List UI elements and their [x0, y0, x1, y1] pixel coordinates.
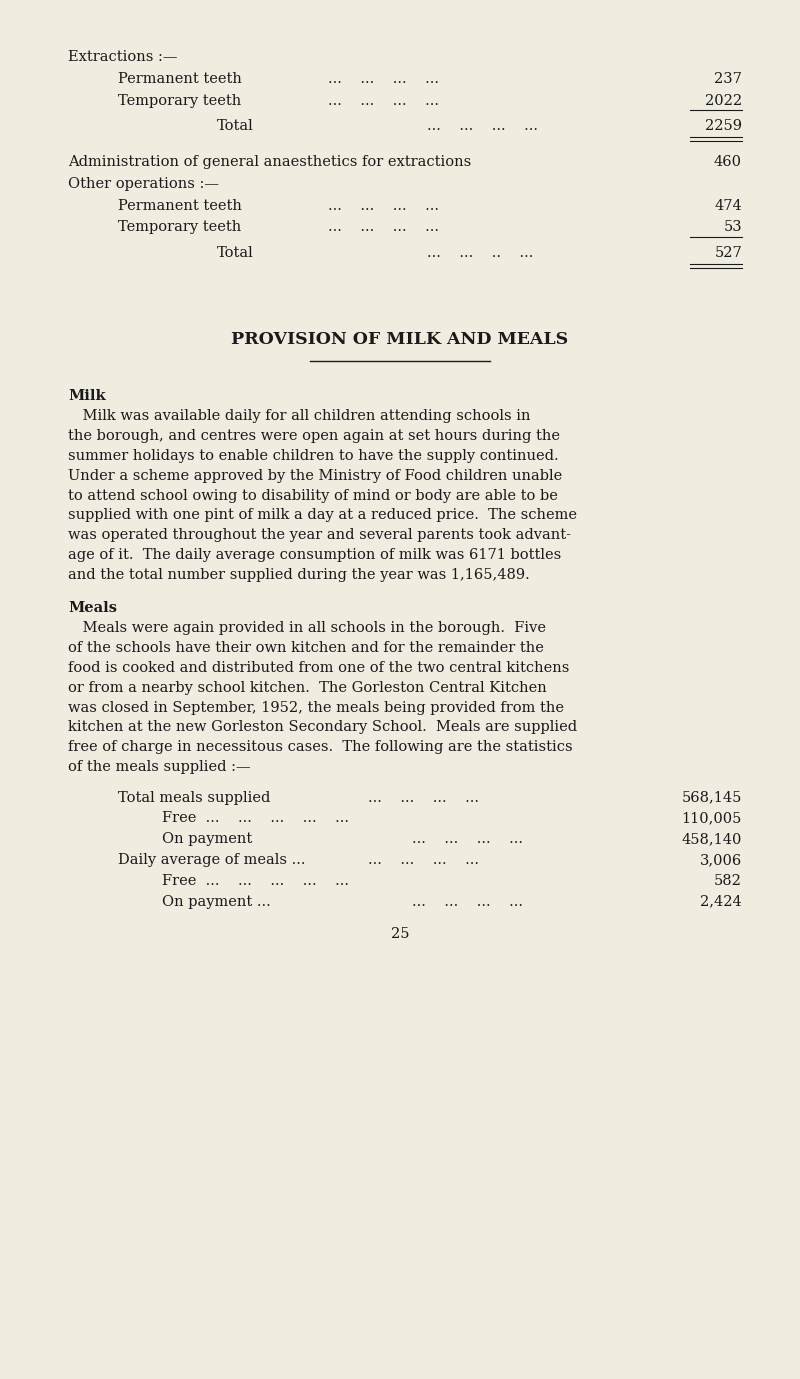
- Text: ...    ...    ..    ...: ... ... .. ...: [427, 245, 534, 261]
- Text: On payment ...: On payment ...: [162, 895, 270, 909]
- Text: Permanent teeth: Permanent teeth: [118, 72, 242, 85]
- Text: 474: 474: [714, 199, 742, 212]
- Text: summer holidays to enable children to have the supply continued.: summer holidays to enable children to ha…: [68, 450, 558, 463]
- Text: 2,424: 2,424: [700, 895, 742, 909]
- Text: 2259: 2259: [705, 120, 742, 134]
- Text: 2022: 2022: [705, 94, 742, 108]
- Text: Total: Total: [217, 120, 254, 134]
- Text: Free  ...    ...    ...    ...    ...: Free ... ... ... ... ...: [162, 811, 349, 826]
- Text: 25: 25: [390, 927, 410, 942]
- Text: 582: 582: [714, 874, 742, 888]
- Text: Permanent teeth: Permanent teeth: [118, 199, 242, 212]
- Text: Daily average of meals ...: Daily average of meals ...: [118, 854, 306, 867]
- Text: Under a scheme approved by the Ministry of Food children unable: Under a scheme approved by the Ministry …: [68, 469, 562, 483]
- Text: the borough, and centres were open again at set hours during the: the borough, and centres were open again…: [68, 429, 560, 443]
- Text: and the total number supplied during the year was 1,165,489.: and the total number supplied during the…: [68, 568, 530, 582]
- Text: 3,006: 3,006: [700, 854, 742, 867]
- Text: 568,145: 568,145: [682, 790, 742, 804]
- Text: was operated throughout the year and several parents took advant-: was operated throughout the year and sev…: [68, 528, 571, 542]
- Text: 237: 237: [714, 72, 742, 85]
- Text: Meals were again provided in all schools in the borough.  Five: Meals were again provided in all schools…: [68, 622, 546, 636]
- Text: Temporary teeth: Temporary teeth: [118, 94, 242, 108]
- Text: was closed in September, 1952, the meals being provided from the: was closed in September, 1952, the meals…: [68, 701, 564, 714]
- Text: PROVISION OF MILK AND MEALS: PROVISION OF MILK AND MEALS: [231, 331, 569, 349]
- Text: On payment: On payment: [162, 832, 252, 847]
- Text: Milk was available daily for all children attending schools in: Milk was available daily for all childre…: [68, 410, 530, 423]
- Text: ...    ...    ...    ...: ... ... ... ...: [328, 199, 439, 212]
- Text: ...    ...    ...    ...: ... ... ... ...: [368, 854, 479, 867]
- Text: Milk: Milk: [68, 389, 106, 403]
- Text: 458,140: 458,140: [682, 832, 742, 847]
- Text: Total meals supplied: Total meals supplied: [118, 790, 270, 804]
- Text: food is cooked and distributed from one of the two central kitchens: food is cooked and distributed from one …: [68, 661, 570, 674]
- Text: 460: 460: [714, 154, 742, 170]
- Text: free of charge in necessitous cases.  The following are the statistics: free of charge in necessitous cases. The…: [68, 741, 573, 754]
- Text: supplied with one pint of milk a day at a reduced price.  The scheme: supplied with one pint of milk a day at …: [68, 509, 577, 523]
- Text: age of it.  The daily average consumption of milk was 6171 bottles: age of it. The daily average consumption…: [68, 547, 562, 563]
- Text: ...    ...    ...    ...: ... ... ... ...: [328, 72, 439, 85]
- Text: Meals: Meals: [68, 600, 117, 615]
- Text: Administration of general anaesthetics for extractions: Administration of general anaesthetics f…: [68, 154, 471, 170]
- Text: ...    ...    ...    ...: ... ... ... ...: [412, 895, 523, 909]
- Text: ...    ...    ...    ...: ... ... ... ...: [427, 120, 538, 134]
- Text: Other operations :—: Other operations :—: [68, 177, 219, 190]
- Text: Temporary teeth: Temporary teeth: [118, 221, 242, 234]
- Text: 527: 527: [714, 245, 742, 261]
- Text: to attend school owing to disability of mind or body are able to be: to attend school owing to disability of …: [68, 488, 558, 503]
- Text: 53: 53: [723, 221, 742, 234]
- Text: ...    ...    ...    ...: ... ... ... ...: [412, 832, 523, 847]
- Text: Extractions :—: Extractions :—: [68, 50, 178, 63]
- Text: kitchen at the new Gorleston Secondary School.  Meals are supplied: kitchen at the new Gorleston Secondary S…: [68, 720, 577, 734]
- Text: 110,005: 110,005: [682, 811, 742, 826]
- Text: ...    ...    ...    ...: ... ... ... ...: [328, 221, 439, 234]
- Text: or from a nearby school kitchen.  The Gorleston Central Kitchen: or from a nearby school kitchen. The Gor…: [68, 681, 546, 695]
- Text: ...    ...    ...    ...: ... ... ... ...: [368, 790, 479, 804]
- Text: of the schools have their own kitchen and for the remainder the: of the schools have their own kitchen an…: [68, 641, 544, 655]
- Text: Total: Total: [217, 245, 254, 261]
- Text: of the meals supplied :—: of the meals supplied :—: [68, 760, 250, 774]
- Text: Free  ...    ...    ...    ...    ...: Free ... ... ... ... ...: [162, 874, 349, 888]
- Text: ...    ...    ...    ...: ... ... ... ...: [328, 94, 439, 108]
